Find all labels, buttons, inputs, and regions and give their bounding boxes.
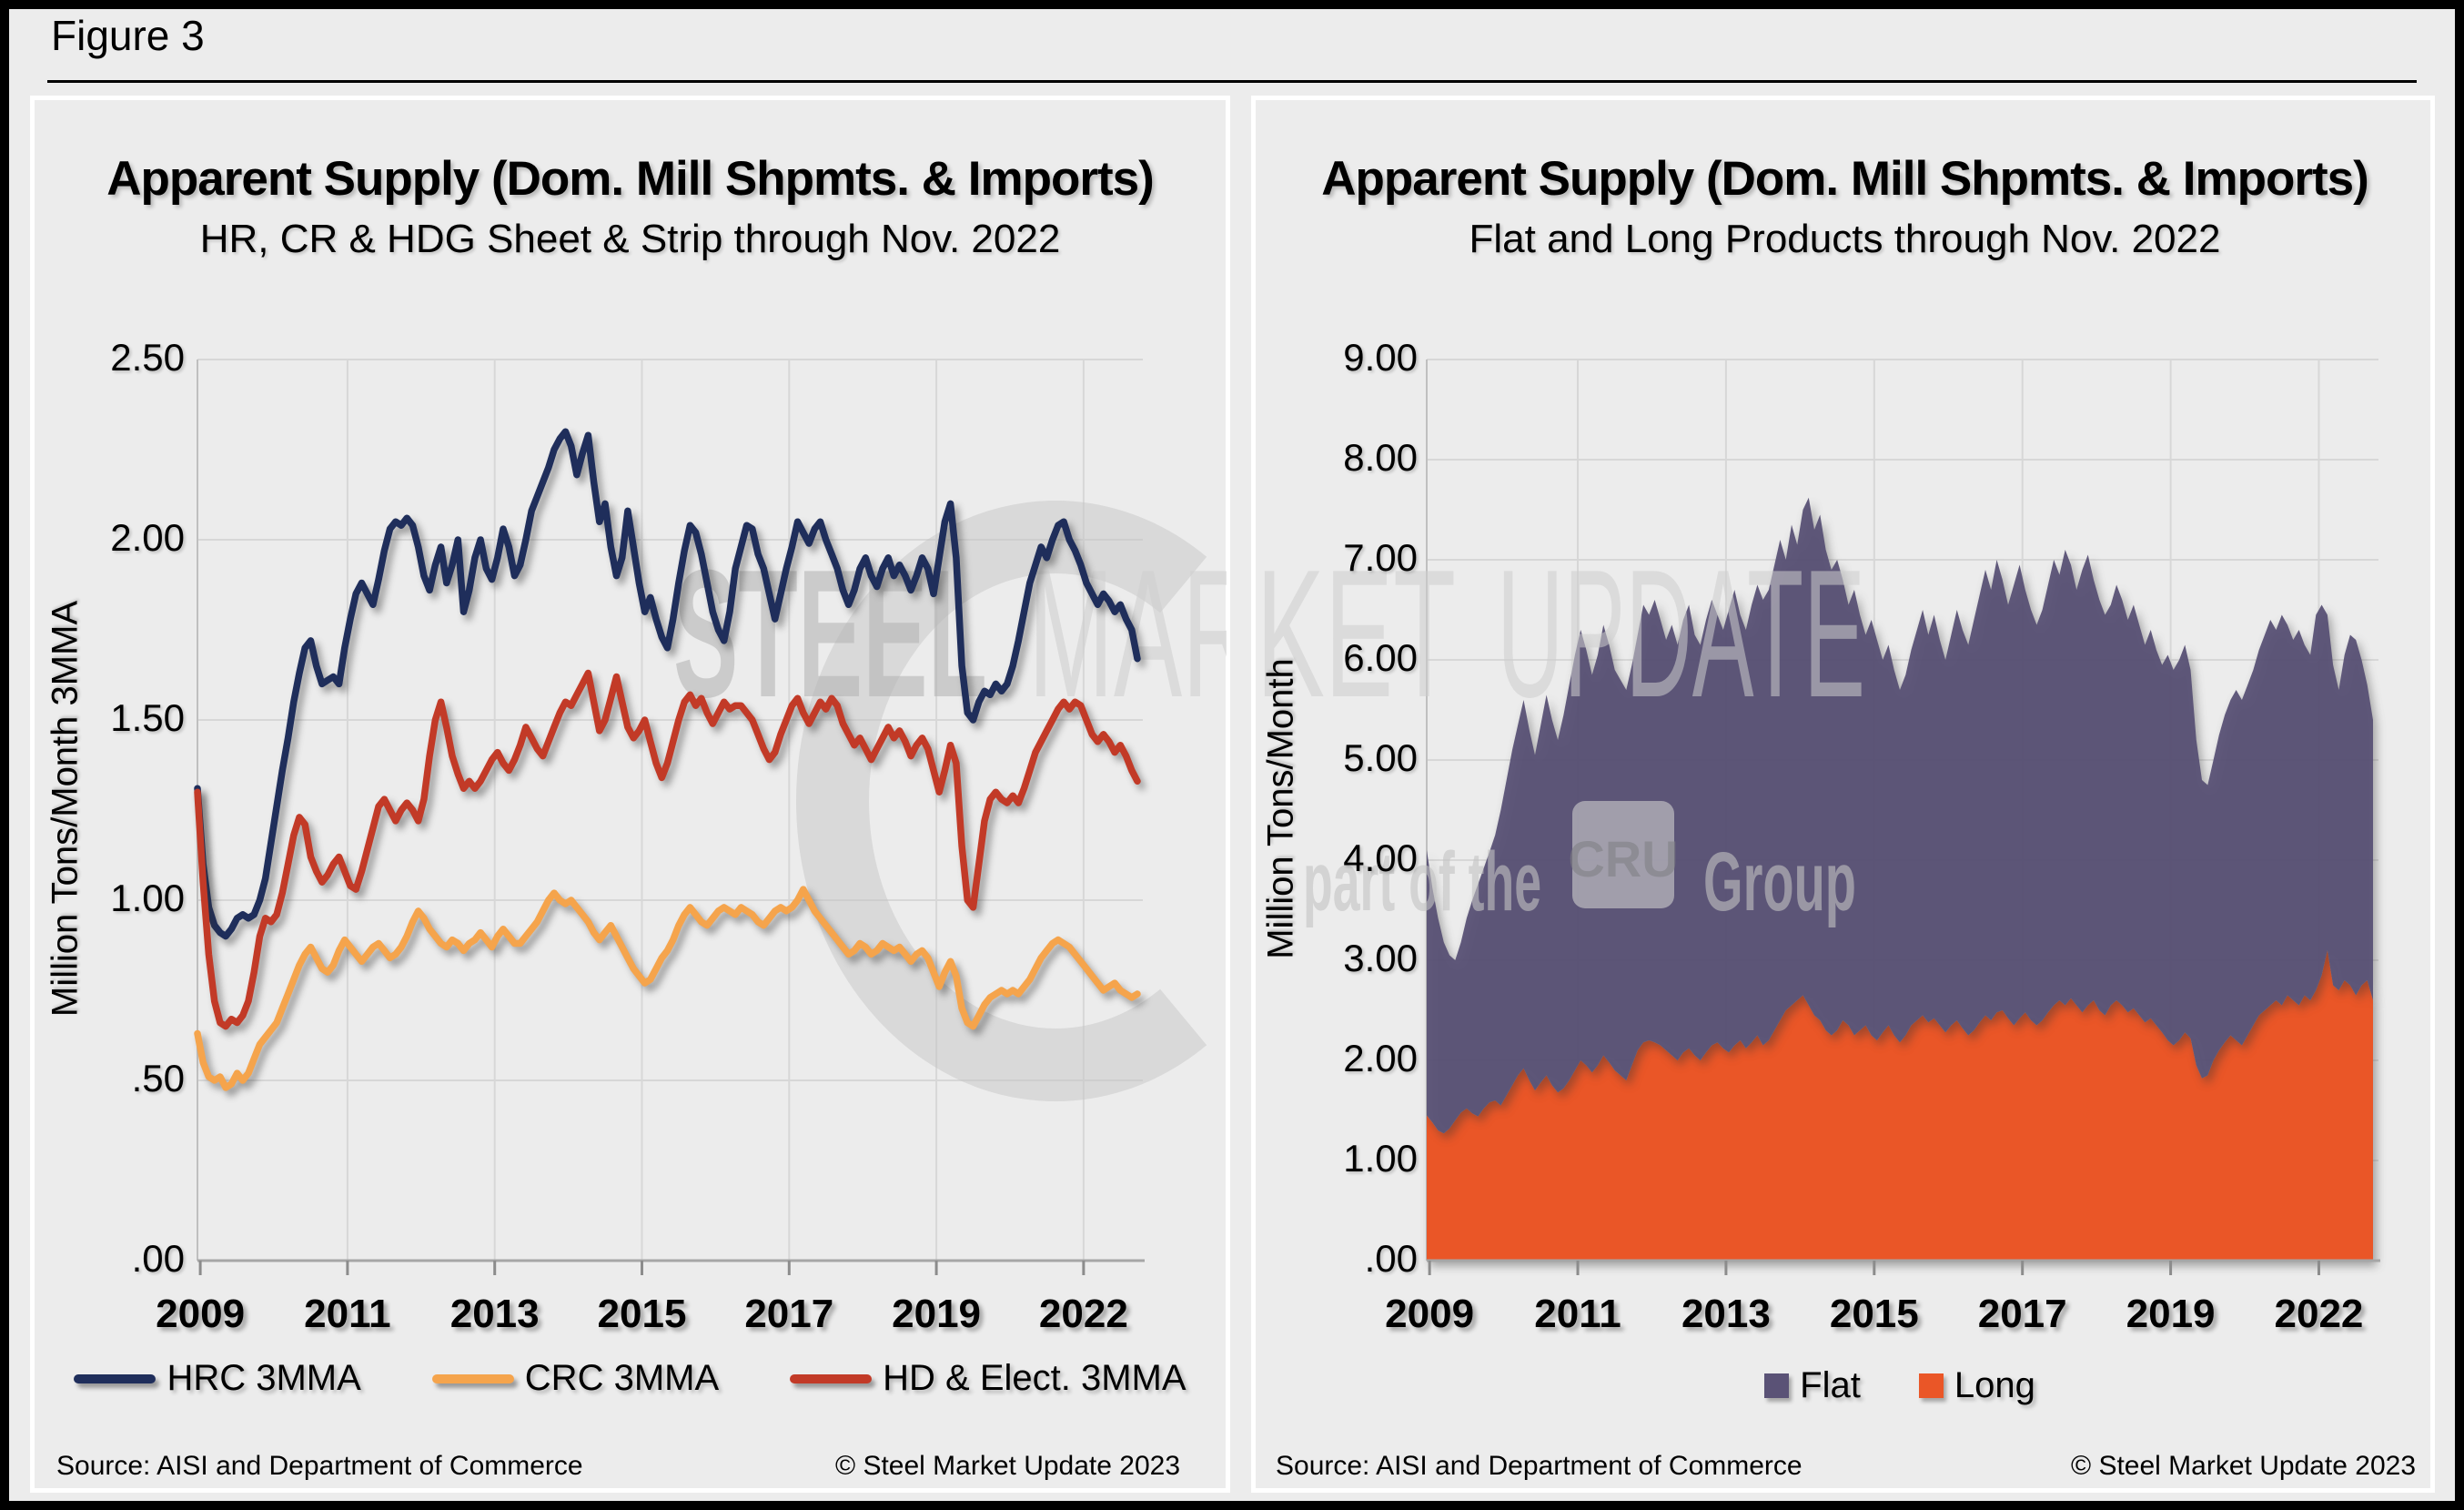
area-series-flat	[1427, 497, 2373, 1134]
watermark-cru: CRU	[1568, 830, 1678, 887]
line-series-crc-3mma	[194, 886, 1141, 1091]
cru-box	[1572, 801, 1674, 908]
title-rule	[47, 80, 2417, 83]
area-series-long	[1427, 950, 2373, 1261]
figure-label: Figure 3	[51, 12, 205, 59]
watermark-market: MARKET	[1028, 532, 1456, 735]
series-lines-chart0	[194, 428, 1141, 1091]
gridlines-chart0	[197, 359, 1143, 1261]
axis-chart1	[1427, 1259, 2380, 1275]
line-series-hrc-3mma	[194, 428, 1141, 940]
watermark-group: Group	[1703, 836, 1856, 928]
watermark-update: UPDATE	[1497, 532, 1865, 735]
smu-swoosh-logo	[796, 501, 1207, 1101]
stacked-areas-chart1	[1427, 497, 2373, 1261]
axis-chart0	[197, 1259, 1145, 1275]
line-series-hd-elect-3mma	[194, 669, 1141, 1030]
watermark-part-of-the: part of the	[1303, 836, 1541, 928]
